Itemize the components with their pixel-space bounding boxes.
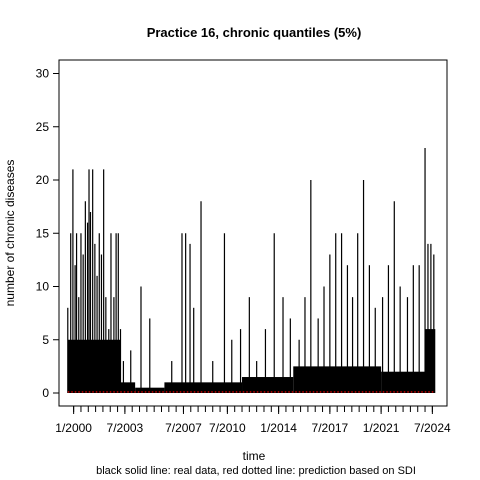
chart-title: Practice 16, chronic quantiles (5%) (147, 25, 362, 40)
y-tick-label: 30 (36, 67, 50, 81)
baseline-block (293, 366, 382, 393)
x-axis-label: time (243, 449, 266, 463)
baseline-block (242, 377, 294, 393)
y-tick-label: 0 (42, 386, 49, 400)
x-tick-label: 7/2024 (414, 421, 451, 435)
x-tick-label: 7/2017 (312, 421, 349, 435)
x-tick-label: 7/2010 (209, 421, 246, 435)
y-tick-label: 15 (36, 226, 50, 240)
y-tick-label: 25 (36, 120, 50, 134)
baseline-block (381, 371, 426, 393)
y-tick-label: 10 (36, 280, 50, 294)
baseline-block (120, 382, 136, 393)
y-tick-label: 20 (36, 173, 50, 187)
x-tick-label: 7/2007 (165, 421, 202, 435)
x-tick-label: 1/2021 (363, 421, 400, 435)
x-tick-label: 7/2003 (107, 421, 144, 435)
x-axis: 1/2000 7/2003 7/2007 7/2010 1/2014 7/2017 1/20… (55, 405, 451, 435)
baseline-block (164, 382, 243, 393)
x-tick-label: 1/2000 (55, 421, 92, 435)
baseline-block (425, 329, 436, 393)
x-tick-label: 1/2014 (260, 421, 297, 435)
y-axis: 0 5 10 15 20 25 30 (36, 67, 59, 400)
data-layer (67, 148, 436, 393)
chart-caption: black solid line: real data, red dotted … (96, 465, 416, 477)
y-axis-label: number of chronic diseases (3, 160, 17, 307)
y-tick-label: 5 (42, 333, 49, 347)
